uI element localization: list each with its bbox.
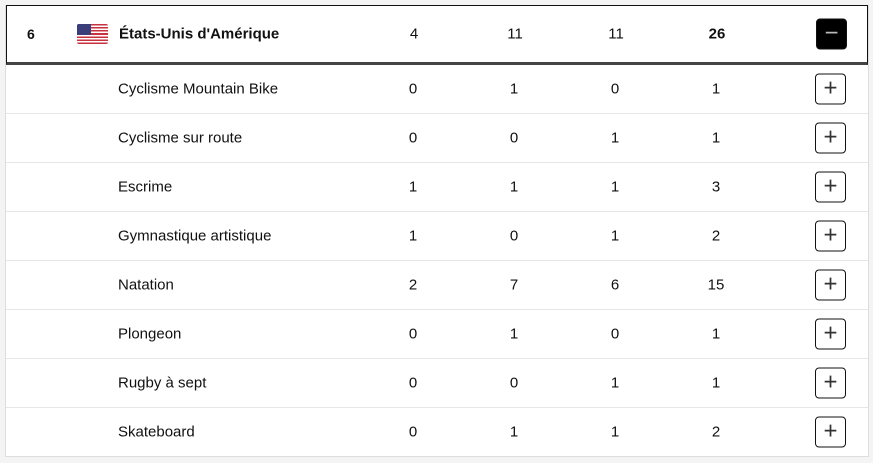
gold-count: 0: [408, 129, 418, 147]
sport-row: Gymnastique artistique 1 0 1 2 +: [6, 212, 868, 261]
sport-name: Gymnastique artistique: [118, 227, 272, 245]
usa-flag-icon: [77, 24, 108, 44]
sport-name: Cyclisme sur route: [118, 129, 243, 147]
sport-name: Escrime: [118, 178, 173, 196]
expand-button[interactable]: +: [815, 367, 846, 399]
collapse-button[interactable]: −: [816, 18, 847, 50]
bronze-count: 1: [610, 227, 620, 245]
sport-name: Natation: [118, 276, 174, 294]
total-count: 2: [711, 423, 721, 441]
expand-button[interactable]: +: [815, 73, 846, 105]
gold-count: 2: [408, 276, 418, 294]
sport-name: Skateboard: [118, 423, 195, 441]
bronze-count: 1: [610, 129, 620, 147]
total-count: 1: [711, 80, 721, 98]
sport-row: Cyclisme sur route 0 0 1 1 +: [6, 114, 868, 163]
gold-count: 0: [408, 374, 418, 392]
silver-count: 1: [509, 178, 519, 196]
bronze-count: 6: [610, 276, 620, 294]
expand-button[interactable]: +: [815, 171, 846, 203]
silver-count: 0: [509, 374, 519, 392]
sport-name: Cyclisme Mountain Bike: [118, 80, 279, 98]
total-count: 15: [707, 276, 725, 294]
silver-count: 0: [509, 129, 519, 147]
silver-count: 11: [507, 25, 523, 43]
gold-count: 1: [408, 227, 418, 245]
gold-count: 1: [408, 178, 418, 196]
bronze-count: 1: [610, 178, 620, 196]
bronze-count: 1: [610, 374, 620, 392]
sport-row: Cyclisme Mountain Bike 0 1 0 1 +: [6, 65, 868, 114]
medal-table: 6 États-Unis d'Amérique 4 11 11 26 − Cyc…: [5, 5, 869, 457]
total-count: 1: [711, 325, 721, 343]
sport-name: Rugby à sept: [118, 374, 207, 392]
expand-button[interactable]: +: [815, 269, 846, 301]
gold-count: 0: [408, 325, 418, 343]
bronze-count: 1: [610, 423, 620, 441]
country-name: États-Unis d'Amérique: [119, 25, 280, 43]
sport-row: Rugby à sept 0 0 1 1 +: [6, 359, 868, 408]
expand-button[interactable]: +: [815, 416, 846, 448]
sport-row: Plongeon 0 1 0 1 +: [6, 310, 868, 359]
sport-row: Escrime 1 1 1 3 +: [6, 163, 868, 212]
sport-row: Skateboard 0 1 1 2 +: [6, 408, 868, 456]
expand-button[interactable]: +: [815, 318, 846, 350]
total-count: 3: [711, 178, 721, 196]
expand-button[interactable]: +: [815, 220, 846, 252]
total-count: 1: [711, 129, 721, 147]
gold-count: 4: [409, 25, 419, 43]
total-count: 26: [708, 25, 726, 43]
expand-button[interactable]: +: [815, 122, 846, 154]
bronze-count: 0: [610, 80, 620, 98]
bronze-count: 0: [610, 325, 620, 343]
silver-count: 1: [509, 80, 519, 98]
gold-count: 0: [408, 423, 418, 441]
silver-count: 0: [509, 227, 519, 245]
sport-row: Natation 2 7 6 15 +: [6, 261, 868, 310]
silver-count: 1: [509, 423, 519, 441]
bronze-count: 11: [608, 25, 624, 43]
gold-count: 0: [408, 80, 418, 98]
silver-count: 7: [509, 276, 519, 294]
rank: 6: [27, 26, 35, 42]
silver-count: 1: [509, 325, 519, 343]
country-row: 6 États-Unis d'Amérique 4 11 11 26 −: [6, 5, 868, 65]
sport-name: Plongeon: [118, 325, 182, 343]
total-count: 1: [711, 374, 721, 392]
total-count: 2: [711, 227, 721, 245]
